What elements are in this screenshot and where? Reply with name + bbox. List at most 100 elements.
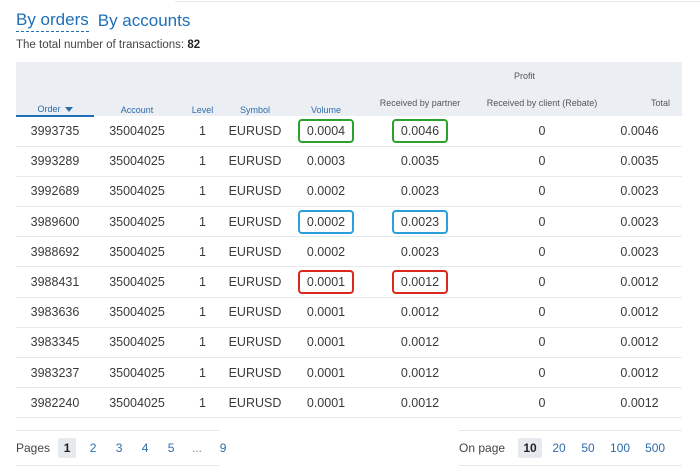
level-cell: 1 bbox=[180, 176, 225, 208]
received-client-cell: 0 bbox=[473, 206, 611, 238]
top-divider bbox=[175, 1, 700, 2]
volume-cell: 0.0001 bbox=[285, 297, 367, 328]
transactions-table: Order Account Level Symbol Volume Profit… bbox=[16, 62, 683, 419]
account-cell: 35004025 bbox=[94, 357, 180, 389]
page-ellipsis: ... bbox=[192, 441, 203, 455]
green-highlight-box: 0.0004 bbox=[297, 118, 355, 143]
received-client-column-header[interactable]: Received by client (Rebate) bbox=[473, 90, 611, 116]
page-link[interactable]: 9 bbox=[219, 441, 227, 455]
volume-column-header[interactable]: Volume bbox=[285, 62, 367, 116]
level-cell: 1 bbox=[180, 357, 225, 389]
total-cell: 0.0023 bbox=[611, 176, 683, 208]
level-cell: 1 bbox=[180, 206, 225, 238]
order-cell: 3988692 bbox=[16, 236, 94, 268]
table-row: 3983237 35004025 1 EURUSD 0.0001 0.0012 0 0.001… bbox=[16, 357, 683, 389]
received-partner-cell: 0.0023 bbox=[367, 206, 473, 238]
received-partner-cell: 0.0046 bbox=[367, 116, 473, 147]
symbol-cell: EURUSD bbox=[225, 297, 285, 328]
total-value: 82 bbox=[187, 39, 201, 51]
table-row: 3992689 35004025 1 EURUSD 0.0002 0.0023 0 0.002… bbox=[16, 176, 683, 208]
table-row: 3993289 35004025 1 EURUSD 0.0003 0.0035 0 0.003… bbox=[16, 146, 683, 177]
account-cell: 35004025 bbox=[94, 266, 180, 298]
account-column-header[interactable]: Account bbox=[94, 62, 180, 116]
level-column-header[interactable]: Level bbox=[180, 62, 225, 116]
order-column-header[interactable]: Order bbox=[16, 62, 94, 117]
order-cell: 3982240 bbox=[16, 387, 94, 419]
symbol-cell: EURUSD bbox=[225, 116, 285, 147]
account-cell: 35004025 bbox=[94, 116, 180, 147]
account-cell: 35004025 bbox=[94, 327, 180, 359]
page-link[interactable]: 4 bbox=[141, 441, 149, 455]
total-label: The total number of transactions: bbox=[16, 39, 185, 51]
per-page-options: 10 20 50 100 500 bbox=[513, 438, 670, 458]
total-transactions: The total number of transactions: 82 bbox=[16, 39, 200, 51]
green-highlight-box: 0.0046 bbox=[391, 118, 449, 143]
per-page-option[interactable]: 500 bbox=[645, 441, 666, 455]
total-cell: 0.0012 bbox=[611, 357, 683, 389]
red-highlight-box: 0.0012 bbox=[391, 270, 449, 295]
tab-by-accounts[interactable]: By accounts bbox=[97, 11, 191, 30]
level-cell: 1 bbox=[180, 266, 225, 298]
per-page-option[interactable]: 20 bbox=[552, 441, 566, 455]
symbol-cell: EURUSD bbox=[225, 206, 285, 238]
received-partner-cell: 0.0023 bbox=[367, 176, 473, 208]
page-link[interactable]: 2 bbox=[89, 441, 97, 455]
account-cell: 35004025 bbox=[94, 146, 180, 177]
account-cell: 35004025 bbox=[94, 297, 180, 328]
symbol-cell: EURUSD bbox=[225, 266, 285, 298]
total-column-header[interactable]: Total bbox=[611, 90, 683, 116]
received-partner-cell: 0.0012 bbox=[367, 266, 473, 298]
volume-cell: 0.0002 bbox=[285, 206, 367, 238]
order-cell: 3989600 bbox=[16, 206, 94, 238]
symbol-cell: EURUSD bbox=[225, 357, 285, 389]
received-client-cell: 0 bbox=[473, 146, 611, 177]
per-page-selector: On page 10 20 50 100 500 bbox=[459, 430, 682, 466]
page-list: 1 2 3 4 5... 9 bbox=[58, 438, 240, 458]
symbol-cell: EURUSD bbox=[225, 387, 285, 419]
received-client-cell: 0 bbox=[473, 236, 611, 268]
order-cell: 3983237 bbox=[16, 357, 94, 389]
red-highlight-box: 0.0001 bbox=[297, 270, 355, 295]
received-partner-cell: 0.0023 bbox=[367, 236, 473, 268]
volume-cell: 0.0002 bbox=[285, 236, 367, 268]
tab-by-orders[interactable]: By orders bbox=[16, 9, 89, 32]
received-partner-cell: 0.0035 bbox=[367, 146, 473, 177]
page-link[interactable]: 3 bbox=[115, 441, 123, 455]
level-cell: 1 bbox=[180, 146, 225, 177]
profit-group-header: Profit bbox=[367, 62, 683, 90]
symbol-column-header[interactable]: Symbol bbox=[225, 62, 285, 116]
symbol-cell: EURUSD bbox=[225, 146, 285, 177]
level-cell: 1 bbox=[180, 387, 225, 419]
total-cell: 0.0012 bbox=[611, 387, 683, 419]
total-cell: 0.0012 bbox=[611, 266, 683, 298]
received-client-cell: 0 bbox=[473, 266, 611, 298]
per-page-option[interactable]: 100 bbox=[610, 441, 631, 455]
per-page-option[interactable]: 50 bbox=[581, 441, 595, 455]
page-link[interactable]: 5 bbox=[167, 441, 175, 455]
order-cell: 3988431 bbox=[16, 266, 94, 298]
received-client-cell: 0 bbox=[473, 357, 611, 389]
total-cell: 0.0035 bbox=[611, 146, 683, 177]
per-page-option[interactable]: 10 bbox=[518, 438, 543, 458]
order-cell: 3993289 bbox=[16, 146, 94, 177]
level-cell: 1 bbox=[180, 297, 225, 328]
total-cell: 0.0023 bbox=[611, 236, 683, 268]
page-link[interactable]: 1 bbox=[58, 438, 77, 458]
order-cell: 3993735 bbox=[16, 116, 94, 147]
total-cell: 0.0012 bbox=[611, 297, 683, 328]
volume-cell: 0.0003 bbox=[285, 146, 367, 177]
received-client-cell: 0 bbox=[473, 116, 611, 147]
table-row: 3988692 35004025 1 EURUSD 0.0002 0.0023 0 0.002… bbox=[16, 236, 683, 268]
volume-cell: 0.0001 bbox=[285, 387, 367, 419]
on-page-label: On page bbox=[459, 441, 506, 455]
account-cell: 35004025 bbox=[94, 236, 180, 268]
order-cell: 3983345 bbox=[16, 327, 94, 359]
table-body: 3993735 35004025 1 EURUSD 0.0004 0.0046 0 0.004… bbox=[16, 116, 683, 419]
received-partner-column-header[interactable]: Received by partner bbox=[367, 90, 473, 116]
blue-highlight-box: 0.0002 bbox=[297, 209, 355, 234]
volume-cell: 0.0002 bbox=[285, 176, 367, 208]
level-cell: 1 bbox=[180, 116, 225, 147]
view-tabs: By orders By accounts bbox=[16, 6, 199, 32]
level-cell: 1 bbox=[180, 236, 225, 268]
table-row: 3983636 35004025 1 EURUSD 0.0001 0.0012 0 0.001… bbox=[16, 297, 683, 328]
